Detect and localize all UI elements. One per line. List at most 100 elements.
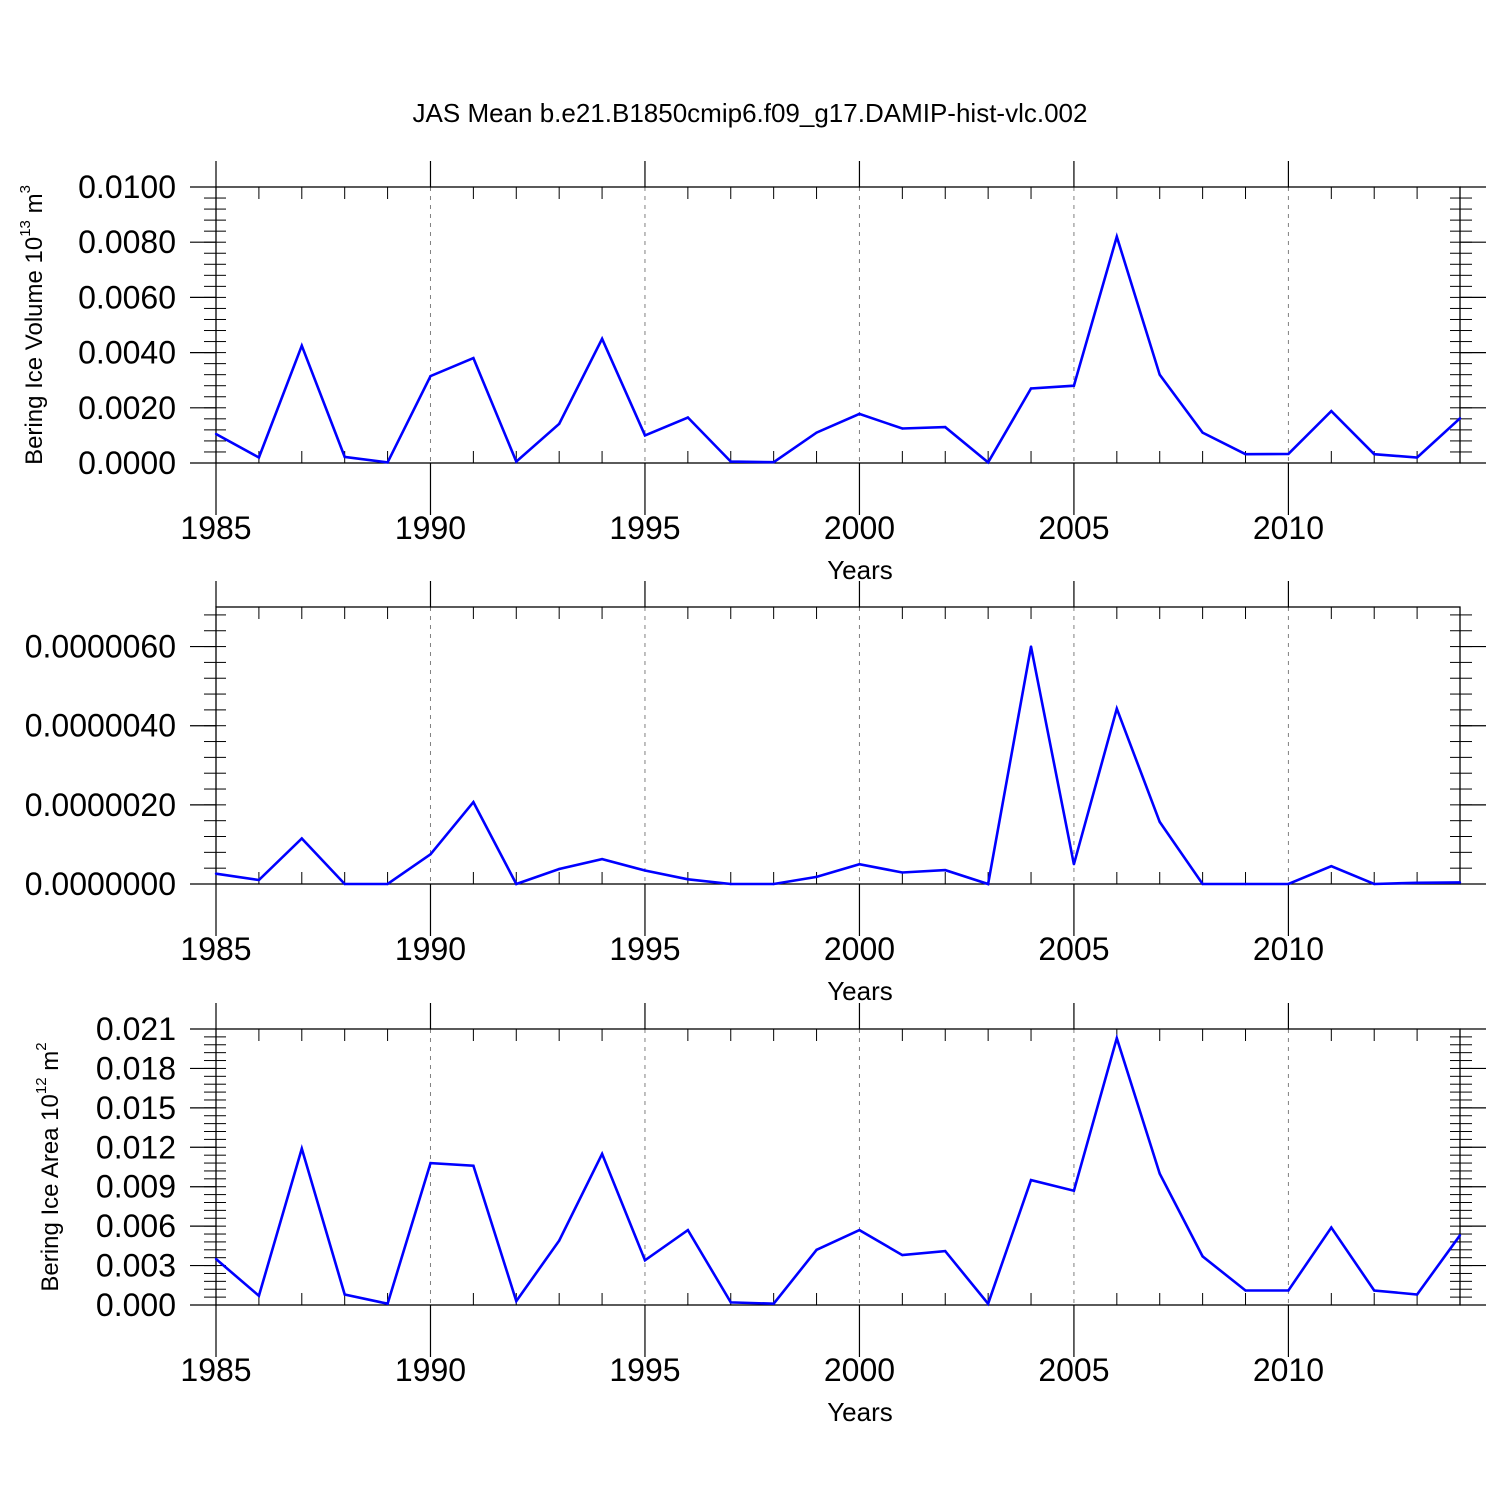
data-point: [1158, 1172, 1161, 1175]
data-point: [1115, 235, 1119, 238]
series-line: [215, 232, 1461, 465]
y-axis-label-exp: 12: [33, 1077, 50, 1094]
data-point: [1072, 1189, 1076, 1192]
x-tick-label: 1990: [395, 1352, 466, 1388]
y-tick-label: 0.0100: [78, 169, 176, 205]
data-point: [300, 1147, 303, 1150]
data-point: [300, 344, 303, 347]
panel-2: 1985 1990 1995 2000 2005 2010 0.0000000 0.00000…: [25, 581, 1486, 1006]
series-line: [215, 1033, 1462, 1307]
panel-1: 1985 1990 1995 2000 2005 2010 0.0000 0.0020 0.00…: [17, 161, 1486, 585]
x-tick-label: 1985: [180, 931, 251, 967]
x-axis-label: Years: [827, 976, 893, 1006]
y-axis-label-text: Bering Ice Volume 10: [21, 237, 48, 465]
data-point: [986, 461, 990, 464]
x-tick-label: 1985: [180, 1352, 251, 1388]
x-tick-label: 1990: [395, 510, 466, 546]
data-point: [1458, 417, 1462, 420]
data-point: [1244, 1289, 1247, 1292]
x-tick-label: 2010: [1253, 931, 1324, 967]
data-point: [901, 427, 904, 430]
y-tick-label: 0.0080: [78, 224, 176, 260]
data-point: [858, 412, 861, 416]
y-axis-label-unit: m: [21, 193, 48, 220]
data-point: [944, 868, 947, 872]
data-point: [1330, 409, 1333, 413]
data-point: [300, 837, 303, 840]
data-point: [772, 882, 775, 886]
plot-frame: [215, 606, 1461, 885]
y-axis-label: Bering Ice Volume 1013 m3: [17, 185, 48, 465]
data-point: [986, 882, 990, 886]
data-point: [386, 1302, 389, 1305]
data-point: [772, 460, 775, 464]
data-point: [815, 875, 818, 879]
y-tick-label: 0.0000060: [25, 629, 176, 665]
data-point: [386, 461, 389, 464]
data-point: [901, 1253, 904, 1257]
data-point: [429, 853, 432, 856]
data-point: [1287, 882, 1290, 886]
data-point: [515, 460, 518, 463]
data-point: [515, 1299, 518, 1303]
y-tick-label: 0.003: [96, 1248, 176, 1284]
data-point: [257, 878, 261, 882]
data-point: [858, 863, 861, 866]
data-point: [257, 1294, 261, 1298]
data-point: [1415, 1293, 1419, 1296]
data-point: [901, 871, 904, 874]
x-axis-label: Years: [827, 1397, 893, 1427]
x-tick-label: 2000: [824, 510, 895, 546]
x-tick-label: 1995: [609, 931, 680, 967]
y-tick-label: 0.012: [96, 1129, 176, 1165]
data-point: [1244, 452, 1247, 456]
data-point: [1415, 456, 1419, 459]
data-point: [1287, 1289, 1290, 1292]
data-point: [343, 882, 346, 886]
y-axis-label-unit: m: [37, 1051, 64, 1078]
series-line: [215, 646, 1461, 886]
data-point: [729, 460, 732, 463]
data-point: [557, 867, 561, 871]
x-tick-label: 2000: [824, 1352, 895, 1388]
y-tick-label: 0.021: [96, 1011, 176, 1047]
x-tick-label: 2010: [1253, 510, 1324, 546]
data-point: [1373, 1289, 1376, 1292]
y-tick-label: 0.015: [96, 1090, 176, 1126]
data-point: [429, 1161, 432, 1165]
data-point: [343, 1293, 346, 1296]
data-point: [472, 356, 475, 360]
data-point: [1029, 387, 1033, 390]
data-point: [643, 1259, 647, 1262]
x-tick-label: 1990: [395, 931, 466, 967]
data-point: [343, 455, 346, 459]
panels: 1985 1990 1995 2000 2005 2010 0.0000 0.0020 0.00…: [17, 161, 1486, 1427]
data-point: [686, 416, 690, 419]
data-point: [1158, 373, 1161, 376]
data-point: [600, 1152, 604, 1156]
data-point: [472, 1164, 475, 1167]
data-point: [257, 456, 261, 459]
y-tick-label: 0.0000040: [25, 708, 176, 744]
data-point: [214, 872, 218, 875]
data-point: [1458, 1234, 1462, 1237]
data-point: [815, 431, 818, 434]
data-point: [214, 432, 218, 436]
data-point: [858, 1228, 861, 1232]
data-point: [386, 882, 389, 886]
data-point: [1029, 1178, 1033, 1182]
data-point: [1201, 431, 1204, 434]
data-point: [515, 882, 518, 886]
y-axis-label-unit-exp: 3: [17, 185, 34, 193]
data-point: [986, 1302, 990, 1305]
data-point: [944, 1249, 947, 1253]
data-point: [600, 857, 604, 861]
data-point: [1330, 1226, 1333, 1229]
x-tick-label: 1995: [609, 1352, 680, 1388]
x-tick-label: 2005: [1038, 510, 1109, 546]
data-point: [557, 1239, 561, 1242]
data-point: [643, 869, 647, 872]
y-axis-label-text: Bering Ice Area 10: [37, 1094, 64, 1291]
y-tick-label: 0.018: [96, 1050, 176, 1086]
